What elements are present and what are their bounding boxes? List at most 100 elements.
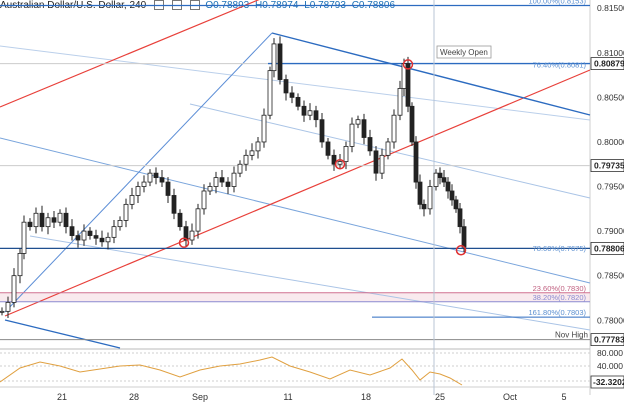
- candle-body: [33, 212, 39, 228]
- candle-body: [165, 181, 171, 196]
- candle: [207, 182, 213, 196]
- candle-body: [147, 172, 153, 183]
- candle: [457, 203, 463, 234]
- candle-body: [301, 105, 307, 116]
- candle-body: [207, 186, 213, 192]
- nov-high-label: Nov High: [555, 331, 588, 340]
- price-label: 0.77783: [594, 335, 624, 345]
- fib-label: 100.00%(0.8153): [528, 0, 586, 5]
- candle: [307, 103, 313, 121]
- candle-body: [421, 203, 427, 210]
- candle: [249, 143, 255, 161]
- pivot-marker: [402, 59, 414, 70]
- candle-body: [17, 252, 23, 277]
- candle-body: [457, 208, 463, 228]
- candle-body: [87, 230, 93, 236]
- candle: [237, 160, 243, 178]
- candle: [219, 170, 225, 187]
- candle: [57, 209, 63, 227]
- candle-body: [183, 226, 189, 241]
- red-channel-lower: [4, 69, 591, 317]
- candle: [267, 66, 273, 120]
- candle: [255, 137, 261, 159]
- x-tick-label: Sep: [192, 392, 208, 402]
- candle-body: [195, 208, 201, 232]
- x-tick-label: 21: [57, 392, 67, 402]
- candle-body: [5, 302, 11, 312]
- rsi-line: [0, 356, 463, 386]
- candle-body: [261, 114, 267, 143]
- candle: [397, 80, 403, 121]
- candle: [195, 203, 201, 239]
- candle-body: [219, 177, 225, 183]
- candle: [21, 215, 27, 260]
- candle: [243, 149, 249, 171]
- candle-body: [213, 177, 219, 187]
- fib-label: 78.60%(0.7675): [533, 244, 587, 253]
- candle: [441, 170, 447, 187]
- candle: [165, 177, 171, 204]
- candle-body: [39, 212, 45, 228]
- candle-body: [453, 199, 459, 210]
- candle: [367, 129, 373, 156]
- candle-body: [271, 43, 277, 72]
- candle-body: [63, 212, 69, 228]
- candle-body: [405, 63, 411, 107]
- candle: [421, 199, 427, 217]
- pivot-marker: [178, 237, 190, 248]
- candle: [69, 219, 75, 241]
- candle: [189, 223, 195, 245]
- candle-body: [99, 237, 105, 243]
- price-label: 0.80879: [594, 59, 624, 69]
- candle-body: [21, 221, 27, 254]
- candle: [301, 100, 307, 122]
- candle: [39, 205, 45, 232]
- candle-body: [27, 221, 33, 228]
- candle-body: [0, 310, 5, 313]
- candle-body: [397, 88, 403, 116]
- channel-top-line: [0, 45, 591, 121]
- candle: [27, 218, 33, 231]
- candle: [129, 187, 135, 210]
- candle: [449, 184, 455, 206]
- candle: [295, 93, 301, 111]
- candle: [409, 102, 415, 146]
- candle-body: [225, 181, 231, 187]
- x-tick-label: 5: [561, 392, 566, 402]
- candle-body: [75, 235, 81, 241]
- channel-lower-line: [29, 235, 591, 331]
- candle: [349, 117, 355, 153]
- candle-body: [379, 154, 385, 174]
- weekly-open-box: [436, 45, 492, 59]
- candle-body: [249, 150, 255, 156]
- candle: [271, 38, 277, 78]
- candle-body: [337, 161, 343, 165]
- fib-label: 76.40%(0.8081): [533, 60, 587, 69]
- candles: [0, 36, 467, 319]
- blue-channel-upper: [271, 32, 591, 116]
- candle: [147, 169, 153, 187]
- candle-body: [295, 96, 301, 107]
- candle: [33, 207, 39, 234]
- candle-body: [69, 226, 75, 236]
- candle-body: [277, 43, 283, 80]
- candle-body: [57, 212, 63, 223]
- candle-body: [117, 220, 123, 228]
- candle: [313, 105, 319, 128]
- candle-body: [441, 177, 447, 183]
- candle-body: [413, 141, 419, 183]
- candle: [201, 184, 207, 215]
- candle: [355, 115, 361, 129]
- candle: [343, 141, 349, 170]
- x-tick-label: Oct: [503, 392, 518, 402]
- price-label: 0.78806: [594, 243, 624, 253]
- candle: [213, 171, 219, 194]
- price-label-box: [590, 57, 624, 71]
- candle-body: [355, 119, 361, 125]
- channel-mid-line: [0, 137, 591, 284]
